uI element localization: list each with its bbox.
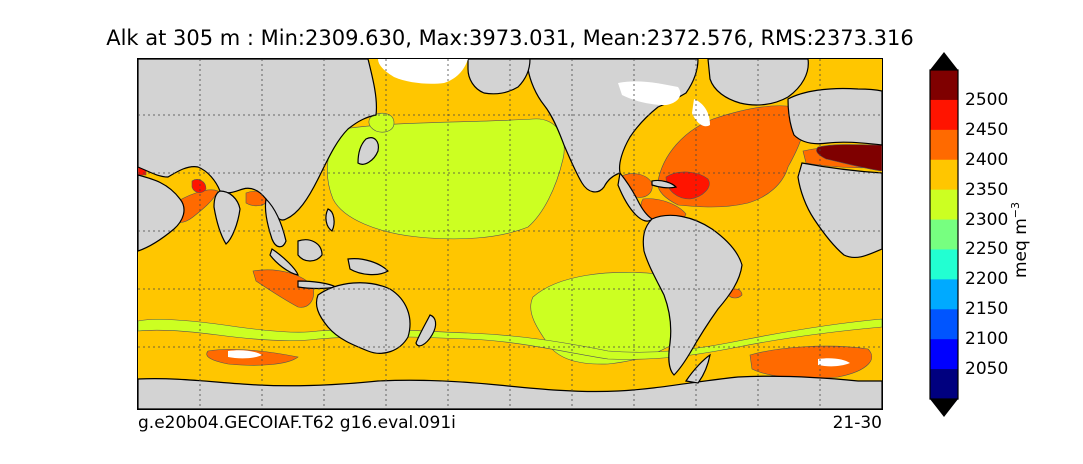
colorbar-segment [930,279,958,310]
arctic-ice-2 [618,81,681,105]
colorbar-tick-label: 2050 [965,359,1009,380]
plot-title: Alk at 305 m : Min:2309.630, Max:3973.03… [106,26,914,50]
colorbar-tick-label: 2500 [965,89,1009,110]
colorbar-tick-label: 2150 [965,299,1009,320]
contour-red-sea-red [191,179,207,193]
land-africa-horn [138,174,185,252]
colorbar-tick-label: 2300 [965,209,1009,230]
land-europe [787,87,882,146]
colorbar-segment [930,309,958,340]
colorbar-segment [930,339,958,370]
arctic-ice-1 [378,59,468,84]
map-svg [138,59,882,409]
land-borneo [297,239,323,262]
colorbar [929,52,959,417]
map-plot-area [138,59,882,409]
colorbar-segment [930,129,958,161]
land-se-asia [264,197,287,248]
colorbar-tick-label: 2250 [965,239,1009,260]
land-philippines [325,208,335,232]
colorbar-segment [930,159,958,191]
footer-case-name: g.e20b04.GECOIAF.T62 g16.eval.091i [138,413,456,433]
colorbar-tick-label: 2400 [965,149,1009,170]
colorbar-tick-label: 2450 [965,119,1009,140]
colorbar-segment [930,249,958,280]
colorbar-segment [930,189,958,221]
colorbar-segment [930,369,958,400]
contour-indian-south-high [252,269,314,308]
antarctic-ice-1 [228,350,262,359]
colorbar-unit-label: meq m−3 [1009,202,1031,278]
land-japan [357,137,379,165]
contour-caribbean-red [665,171,710,200]
land-greenland [707,59,809,106]
land-south-america [642,214,743,376]
colorbar-tick-label: 2100 [965,329,1009,350]
antarctic-ice-2 [818,358,850,367]
colorbar-unit-text: meq m [1010,218,1031,278]
land-sumatra [269,248,299,276]
colorbar-extend-top [930,52,958,70]
gridlines [138,59,882,409]
colorbar-outline [929,69,959,400]
land-australia [315,282,411,354]
land-cuba [651,179,678,189]
footer-years: 21-30 [832,413,882,433]
colorbar-segments [930,53,958,416]
colorbar-tick-label: 2200 [965,269,1009,290]
land-new-zealand [415,314,437,347]
colorbar-unit-exponent: −3 [1009,202,1023,219]
land-alaska [467,59,531,95]
colorbar-segment [930,99,958,131]
land-africa-west [797,162,882,259]
colorbar-extend-bottom [930,399,958,417]
labrador-ice [692,99,710,127]
contour-north-pacific-green [327,118,565,240]
contour-mediterranean-darkred [816,144,882,172]
colorbar-segment [930,219,958,250]
colorbar-segment [930,70,958,101]
sea-ice [228,59,850,367]
land-antarctic-peninsula [684,353,711,384]
contour-arabian-green [368,112,395,133]
land-new-guinea [347,258,389,276]
colorbar-tick-label: 2350 [965,179,1009,200]
